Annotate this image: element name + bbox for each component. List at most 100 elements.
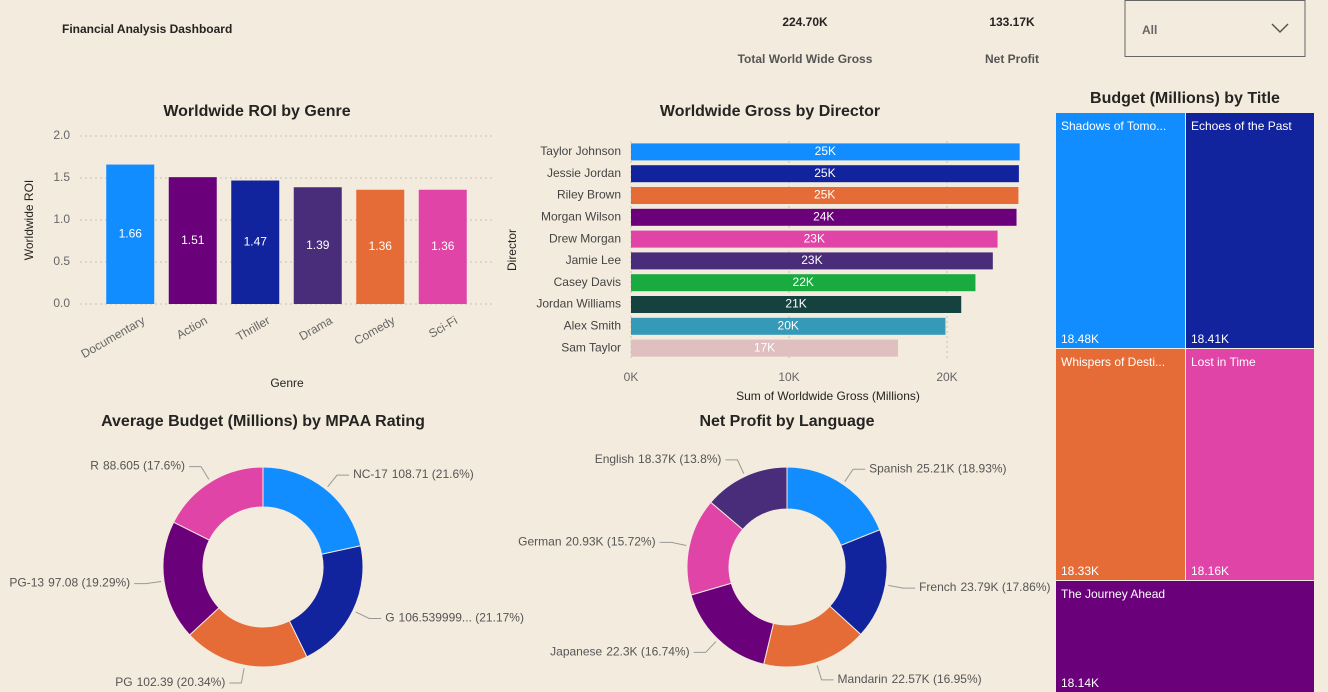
- tile-label: Lost in Time: [1191, 355, 1256, 369]
- x-tick-label: 10K: [778, 370, 799, 384]
- chart-title: Average Budget (Millions) by MPAA Rating: [101, 413, 425, 430]
- y-tick-label: Sam Taylor: [561, 340, 621, 354]
- value-label: 23.79K (17.86%): [960, 580, 1050, 594]
- tile-label: The Journey Ahead: [1061, 587, 1165, 601]
- bar: [631, 274, 976, 292]
- treemap-tile: [1186, 349, 1314, 580]
- x-tick-label: 20K: [936, 370, 957, 384]
- data-label: French 23.79K (17.86%): [919, 580, 1050, 594]
- chart-title: Worldwide ROI by Genre: [163, 103, 350, 120]
- y-tick-label: 1.0: [53, 212, 70, 226]
- x-tick-label: 0K: [624, 370, 639, 384]
- bar: [631, 317, 946, 335]
- bar: [293, 187, 342, 304]
- kpi-value: 133.17K: [989, 15, 1035, 29]
- donut-slice: [710, 466, 788, 531]
- category-label: NC-17: [353, 467, 388, 481]
- data-label: German 20.93K (15.72%): [518, 535, 655, 549]
- category-label: Japanese: [550, 645, 602, 659]
- data-label: R 88.605 (17.6%): [90, 459, 185, 473]
- bar: [631, 143, 1020, 161]
- value-label: 102.39 (20.34%): [137, 675, 226, 689]
- tile-value: 18.48K: [1061, 332, 1099, 346]
- leader-line: [725, 459, 745, 474]
- data-label: 1.66: [119, 226, 143, 240]
- data-label: Mandarin 22.57K (16.95%): [838, 672, 982, 686]
- category-label: PG: [115, 675, 132, 689]
- data-label: 1.39: [306, 238, 330, 252]
- leader-line: [134, 581, 162, 585]
- tile-label: Whispers of Desti...: [1061, 355, 1165, 369]
- y-axis-label: Director: [505, 229, 519, 271]
- value-label: 22.57K (16.95%): [892, 672, 982, 686]
- tile-value: 18.41K: [1191, 332, 1229, 346]
- data-label: PG-13 97.08 (19.29%): [9, 576, 130, 590]
- y-tick-label: Jessie Jordan: [547, 166, 621, 180]
- treemap-tile: [1056, 113, 1185, 348]
- category-label: Mandarin: [838, 672, 888, 686]
- bar: [231, 180, 280, 304]
- leader-line: [888, 584, 916, 589]
- data-label: 24K: [813, 209, 834, 223]
- data-label: 23K: [804, 231, 825, 245]
- category-label: English: [595, 452, 634, 466]
- data-label: NC-17 108.71 (21.6%): [353, 467, 474, 481]
- data-label: 21K: [785, 297, 806, 311]
- value-label: 106.539999... (21.17%): [399, 611, 524, 625]
- y-tick-label: 1.5: [53, 170, 70, 184]
- tile-value: 18.33K: [1061, 564, 1099, 578]
- y-tick-label: Alex Smith: [564, 318, 621, 332]
- category-label: German: [518, 535, 561, 549]
- bar: [418, 189, 467, 304]
- bar: [631, 230, 998, 248]
- leader-line: [355, 611, 382, 619]
- leader-line: [327, 474, 350, 488]
- chart-title: Net Profit by Language: [699, 413, 874, 430]
- value-label: 108.71 (21.6%): [392, 467, 474, 481]
- y-tick-label: Riley Brown: [557, 188, 621, 202]
- slicer-chevron[interactable]: [1271, 23, 1289, 34]
- data-label: 17K: [754, 340, 775, 354]
- category-label: Spanish: [869, 461, 912, 475]
- y-tick-label: Casey Davis: [554, 275, 621, 289]
- category-label: PG-13: [9, 576, 44, 590]
- data-label: 1.51: [181, 233, 205, 247]
- value-label: 88.605 (17.6%): [103, 459, 185, 473]
- data-label: 22K: [793, 275, 814, 289]
- tile-label: Echoes of the Past: [1191, 119, 1292, 133]
- slicer-value[interactable]: All: [1142, 23, 1157, 37]
- leader-line: [659, 541, 687, 546]
- y-tick-label: Jamie Lee: [566, 253, 622, 267]
- y-tick-label: 0.5: [53, 254, 70, 268]
- value-label: 18.37K (13.8%): [638, 452, 721, 466]
- value-label: 20.93K (15.72%): [566, 535, 656, 549]
- treemap-tile: [1056, 349, 1185, 580]
- y-tick-label: Drew Morgan: [549, 231, 621, 245]
- data-label: Spanish 25.21K (18.93%): [869, 461, 1006, 475]
- data-label: English 18.37K (13.8%): [595, 452, 722, 466]
- bar: [106, 164, 155, 304]
- tile-label: Shadows of Tomo...: [1061, 119, 1166, 133]
- treemap-tile: [1186, 113, 1314, 348]
- category-label: French: [919, 580, 956, 594]
- slicer[interactable]: All: [1124, 0, 1306, 57]
- category-label: R: [90, 459, 99, 473]
- bar: [631, 165, 1019, 183]
- leader-line: [816, 665, 834, 681]
- treemap-tile: [1056, 581, 1314, 692]
- tile-value: 18.16K: [1191, 564, 1229, 578]
- data-label: 1.36: [369, 239, 393, 253]
- slicer-box[interactable]: [1124, 0, 1306, 57]
- bar: [631, 187, 1019, 204]
- y-tick-label: Jordan Williams: [536, 297, 621, 311]
- chart-title: Budget (Millions) by Title: [1090, 90, 1280, 107]
- data-label: 1.47: [244, 234, 268, 248]
- bar: [631, 208, 1017, 226]
- bar: [168, 177, 217, 304]
- y-tick-label: Taylor Johnson: [540, 144, 621, 158]
- tile-value: 18.14K: [1061, 676, 1099, 690]
- data-label: 20K: [778, 318, 799, 332]
- bar: [631, 296, 962, 313]
